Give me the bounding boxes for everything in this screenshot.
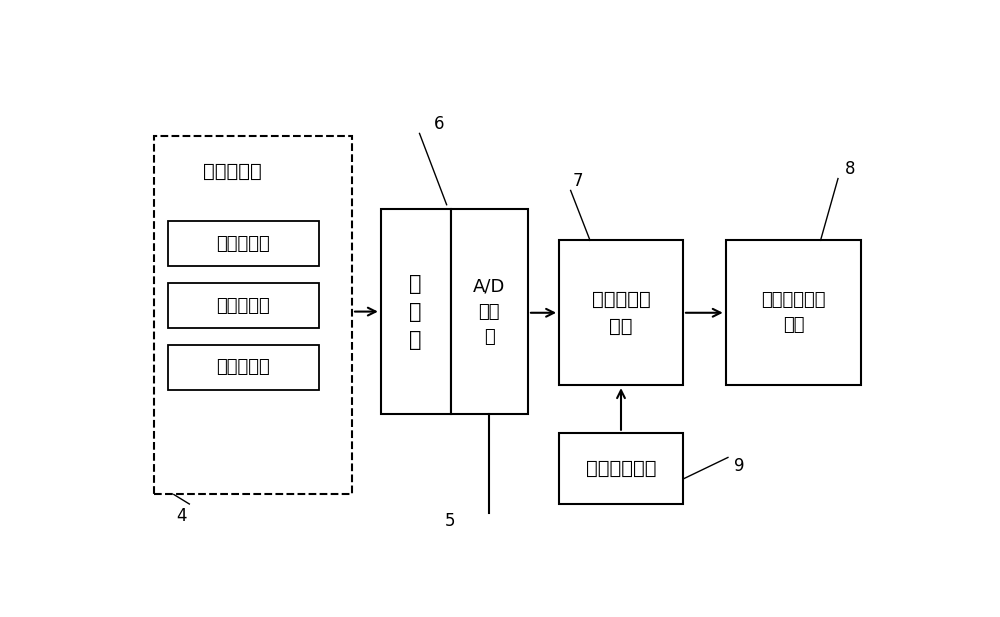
- Text: 6: 6: [434, 115, 444, 133]
- Bar: [381, 209, 450, 414]
- Bar: [168, 345, 319, 390]
- Text: 第一电源模块: 第一电源模块: [586, 459, 656, 478]
- Text: 放
大
器: 放 大 器: [409, 273, 422, 350]
- Text: 5: 5: [445, 511, 456, 529]
- Text: 第一无线通信
模块: 第一无线通信 模块: [761, 291, 826, 334]
- Text: 9: 9: [734, 457, 745, 475]
- Text: 7: 7: [573, 172, 584, 190]
- Text: A/D
转换
器: A/D 转换 器: [473, 278, 505, 346]
- Text: 第一处理器
模块: 第一处理器 模块: [592, 290, 650, 336]
- Text: 气体传感器: 气体传感器: [216, 235, 270, 253]
- Text: 压力传感器: 压力传感器: [216, 297, 270, 315]
- Bar: [168, 222, 319, 267]
- Text: 水位传感器: 水位传感器: [216, 358, 270, 376]
- Text: 4: 4: [176, 507, 187, 525]
- Bar: [559, 241, 683, 385]
- Text: 8: 8: [844, 160, 855, 178]
- Bar: [168, 283, 319, 328]
- Text: 传感器模块: 传感器模块: [202, 162, 261, 181]
- Bar: [559, 433, 683, 504]
- Bar: [450, 209, 528, 414]
- Bar: [154, 136, 352, 494]
- Bar: [726, 241, 861, 385]
